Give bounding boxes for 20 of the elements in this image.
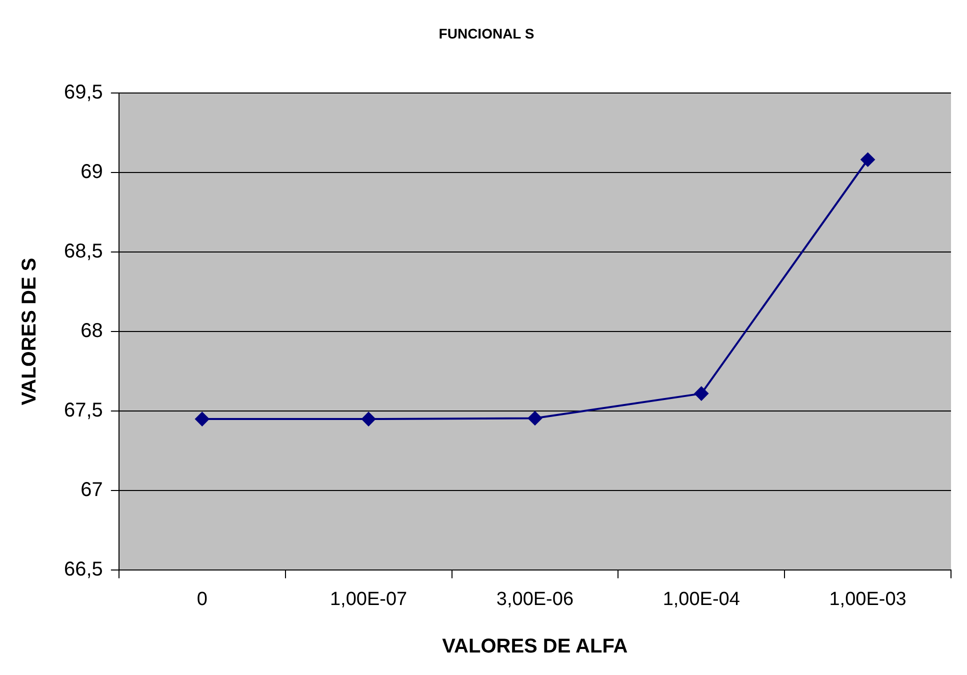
y-tick-label: 66,5 <box>64 558 103 581</box>
x-axis-title: VALORES DE ALFA <box>442 636 628 658</box>
y-tick-label: 69 <box>80 160 103 183</box>
y-tick-label: 68,5 <box>64 240 103 262</box>
y-axis-title: VALORES DE S <box>18 258 41 406</box>
point <box>528 411 542 426</box>
x-tick-label: 1,00E-07 <box>330 588 408 610</box>
x-tick-label: 3,00E-06 <box>496 588 574 610</box>
y-tick-label: 67 <box>80 479 103 502</box>
x-tick-label: 1,00E-04 <box>662 588 740 610</box>
x-tick-label: 0 <box>196 588 208 610</box>
y-tick-label: 68 <box>80 320 103 342</box>
y-tick-label: 67,5 <box>64 400 103 422</box>
y-tick-label: 69,5 <box>64 81 103 104</box>
point <box>362 412 376 426</box>
point <box>860 152 875 167</box>
chart-title: FUNCIONAL S <box>438 25 534 42</box>
x-tick-label: 1,00E-03 <box>829 588 906 610</box>
point <box>694 386 708 401</box>
point <box>195 412 210 426</box>
